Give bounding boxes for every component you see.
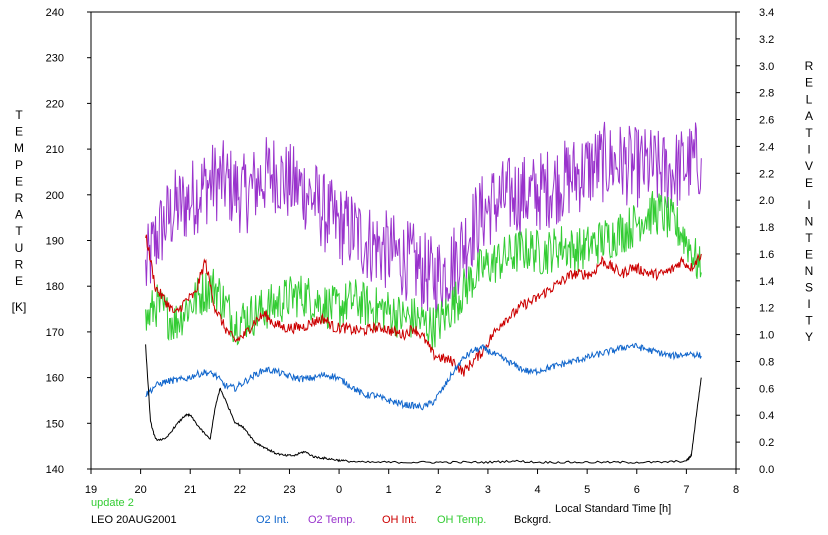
right-tick-label: 1.0 — [759, 330, 774, 342]
series-bckgrd-line — [145, 344, 702, 464]
right-title-letter: T — [805, 231, 813, 245]
left-title-letter: E — [15, 174, 23, 188]
left-tick-label: 230 — [46, 53, 64, 65]
left-tick-label: 240 — [46, 7, 64, 19]
right-title-letter: T — [805, 126, 813, 140]
right-title-letter: N — [805, 264, 814, 278]
left-tick-label: 170 — [46, 327, 64, 339]
legend-bckgrd: Bckgrd. — [514, 514, 552, 526]
left-title-letter: A — [15, 208, 23, 222]
right-tick-label: 3.0 — [759, 61, 774, 73]
right-tick-label: 3.2 — [759, 34, 774, 46]
left-tick-label: 180 — [46, 281, 64, 293]
left-axis-unit: [K] — [12, 300, 27, 314]
right-title-letter: T — [805, 314, 813, 328]
left-title-letter: R — [15, 257, 24, 271]
x-axis-label: Local Standard Time [h] — [555, 503, 671, 515]
right-title-letter: Y — [805, 330, 813, 344]
right-tick-label: 0.4 — [759, 410, 774, 422]
x-tick-label: 2 — [435, 484, 441, 496]
update-label: update 2 — [91, 497, 134, 509]
left-tick-label: 200 — [46, 190, 64, 202]
x-tick-label: 8 — [733, 484, 739, 496]
right-title-letter: N — [805, 215, 814, 229]
left-tick-label: 140 — [46, 464, 64, 476]
right-tick-label: 3.4 — [759, 7, 774, 19]
left-title-letter: E — [15, 274, 23, 288]
right-tick-label: 0.0 — [759, 464, 774, 476]
left-tick-label: 220 — [46, 98, 64, 110]
x-tick-label: 4 — [534, 484, 540, 496]
right-axis: 3.4 3.2 3.0 2.8 2.6 2.4 2.2 2.0 1.8 1.6 1.4 1.2 1.0 0… — [736, 7, 774, 476]
x-tick-label: 3 — [485, 484, 491, 496]
x-tick-label: 7 — [683, 484, 689, 496]
right-title-letter: I — [807, 297, 810, 311]
right-tick-label: 1.2 — [759, 303, 774, 315]
x-tick-label: 19 — [85, 484, 97, 496]
x-tick-label: 5 — [584, 484, 590, 496]
right-tick-label: 2.2 — [759, 168, 774, 180]
series-o2-temp-line — [145, 121, 702, 315]
left-axis: 240 230 220 210 200 190 180 170 160 150 140 — [46, 7, 91, 476]
right-tick-label: 2.6 — [759, 115, 774, 127]
right-title-letter: V — [805, 159, 813, 173]
x-tick-label: 20 — [134, 484, 146, 496]
x-tick-label: 6 — [634, 484, 640, 496]
legend-oh-temp: OH Temp. — [437, 514, 487, 526]
right-tick-label: 0.6 — [759, 383, 774, 395]
legend-oh-int: OH Int. — [382, 514, 417, 526]
left-title-letter: T — [15, 224, 23, 238]
x-tick-label: 22 — [234, 484, 246, 496]
right-title-letter: R — [805, 59, 814, 73]
left-title-letter: T — [15, 108, 23, 122]
right-tick-label: 1.6 — [759, 249, 774, 261]
right-title-letter: E — [805, 76, 813, 90]
x-tick-label: 1 — [386, 484, 392, 496]
left-tick-label: 190 — [46, 236, 64, 248]
legend-o2-temp: O2 Temp. — [308, 514, 356, 526]
right-title-letter: E — [805, 248, 813, 262]
left-tick-label: 210 — [46, 144, 64, 156]
right-tick-label: 1.4 — [759, 276, 774, 288]
left-title-letter: E — [15, 125, 23, 139]
right-tick-label: 2.8 — [759, 88, 774, 100]
right-title-letter: I — [807, 198, 810, 212]
right-title-letter: E — [805, 176, 813, 190]
left-title-letter: R — [15, 191, 24, 205]
series-layer — [145, 121, 702, 464]
series-oh-int-line — [145, 234, 702, 377]
x-tick-label: 23 — [283, 484, 295, 496]
legend-o2-int: O2 Int. — [256, 514, 290, 526]
left-tick-label: 160 — [46, 373, 64, 385]
series-o2-int-line — [145, 342, 702, 411]
x-axis: 19 20 21 22 23 0 1 2 3 4 5 6 7 8 — [85, 469, 739, 496]
right-tick-label: 0.2 — [759, 437, 774, 449]
right-tick-label: 1.8 — [759, 222, 774, 234]
site-date-label: LEO 20AUG2001 — [91, 514, 177, 526]
right-title-letter: I — [807, 143, 810, 157]
right-tick-label: 2.0 — [759, 195, 774, 207]
right-tick-label: 0.8 — [759, 356, 774, 368]
left-tick-label: 150 — [46, 418, 64, 430]
series-oh-temp-line — [145, 191, 702, 350]
right-title-letter: A — [805, 109, 813, 123]
right-title-letter: L — [806, 92, 813, 106]
right-title-letter: S — [805, 281, 813, 295]
x-tick-label: 0 — [336, 484, 342, 496]
left-title-letter: P — [15, 158, 23, 172]
left-title-letter: U — [15, 241, 24, 255]
right-tick-label: 2.4 — [759, 141, 774, 153]
left-title-letter: M — [14, 141, 24, 155]
x-tick-label: 21 — [184, 484, 196, 496]
